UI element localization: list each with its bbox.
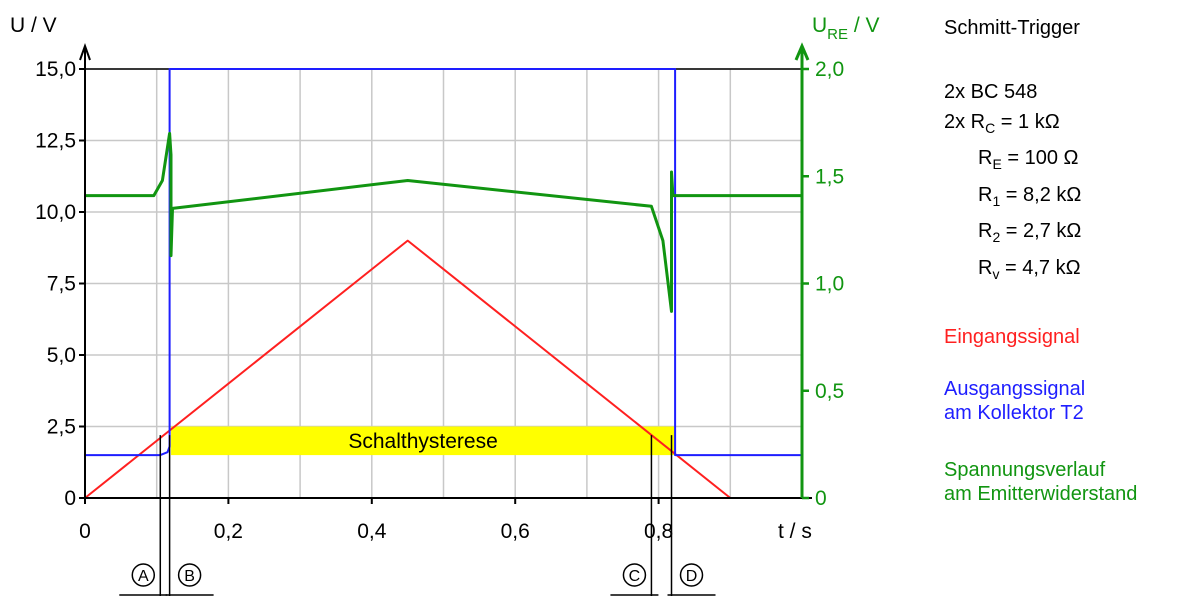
y-axis-label: U / V	[10, 14, 57, 37]
y2-tick-label: 0,5	[815, 380, 844, 403]
legend-emitter: Spannungsverlauf am Emitterwiderstand	[944, 459, 1138, 505]
y2-tick-label: 1,5	[815, 165, 844, 188]
info-r1: R1 = 8,2 kΩ	[978, 184, 1082, 209]
marker-circle-a	[131, 563, 156, 587]
y-axis-right-arrow	[794, 42, 810, 61]
grid	[85, 68, 802, 498]
marker-label-c: C	[629, 568, 641, 585]
y-tick-label: 5,0	[47, 344, 76, 367]
markers-group	[159, 435, 673, 596]
y-tick-label: 0	[64, 487, 76, 510]
x-tick-label: 0,8	[644, 520, 673, 543]
marker-label-b: B	[184, 568, 195, 585]
marker-circle-b	[177, 563, 202, 587]
y-axis-left-arrow	[79, 43, 91, 61]
marker-label-a: A	[138, 568, 149, 585]
x-tick-label: 0	[79, 520, 91, 543]
legend-input: Eingangssignal	[944, 326, 1080, 348]
marker-label-d: D	[686, 568, 698, 585]
y-tick-label: 15,0	[35, 58, 76, 81]
series-group	[84, 68, 802, 499]
y-tick-label: 10,0	[35, 201, 76, 224]
legend-output: Ausgangssignal am Kollektor T2	[944, 378, 1086, 424]
hysteresis-band-group: Schalthysterese	[171, 426, 676, 456]
series-line-2	[85, 68, 802, 457]
y-tick-label: 7,5	[47, 273, 76, 296]
x-tick-label: 0,2	[214, 520, 243, 543]
x-axis-label: t / s	[778, 520, 812, 543]
axes-group	[79, 42, 812, 504]
info-line1: 2x BC 548	[944, 81, 1038, 103]
info-transistor: 2x BC 548	[944, 80, 1037, 104]
info-re: RE = 100 Ω	[978, 147, 1079, 172]
labels-group: 0 2,5 5,0 7,5 10,0 12,5 15,0 0 0,5 1,0 1,5 2,0 0 0,2 0…	[10, 14, 880, 596]
info-r2: R2 = 2,7 kΩ	[978, 220, 1082, 245]
y2-axis-label: URE / V	[812, 14, 880, 43]
x-tick-label: 0,4	[357, 520, 387, 543]
y-tick-label: 2,5	[47, 416, 76, 439]
marker-circle-d	[679, 563, 704, 587]
hysteresis-band	[171, 426, 676, 456]
info-title: Schmitt-Trigger	[944, 16, 1080, 40]
hysteresis-label: Schalthysterese	[348, 430, 497, 453]
info-title-text: Schmitt-Trigger	[944, 17, 1080, 39]
series-line-1	[84, 239, 731, 499]
marker-circle-c	[622, 563, 647, 587]
y2-tick-label: 0	[815, 487, 827, 510]
y2-tick-label: 1,0	[815, 273, 844, 296]
x-tick-label: 0,6	[501, 520, 530, 543]
y-tick-label: 12,5	[35, 130, 76, 153]
y2-tick-label: 2,0	[815, 58, 844, 81]
info-rv: Rv = 4,7 kΩ	[978, 257, 1081, 282]
info-rc: 2x RC = 1 kΩ	[944, 111, 1060, 136]
series-line-3	[85, 131, 802, 313]
